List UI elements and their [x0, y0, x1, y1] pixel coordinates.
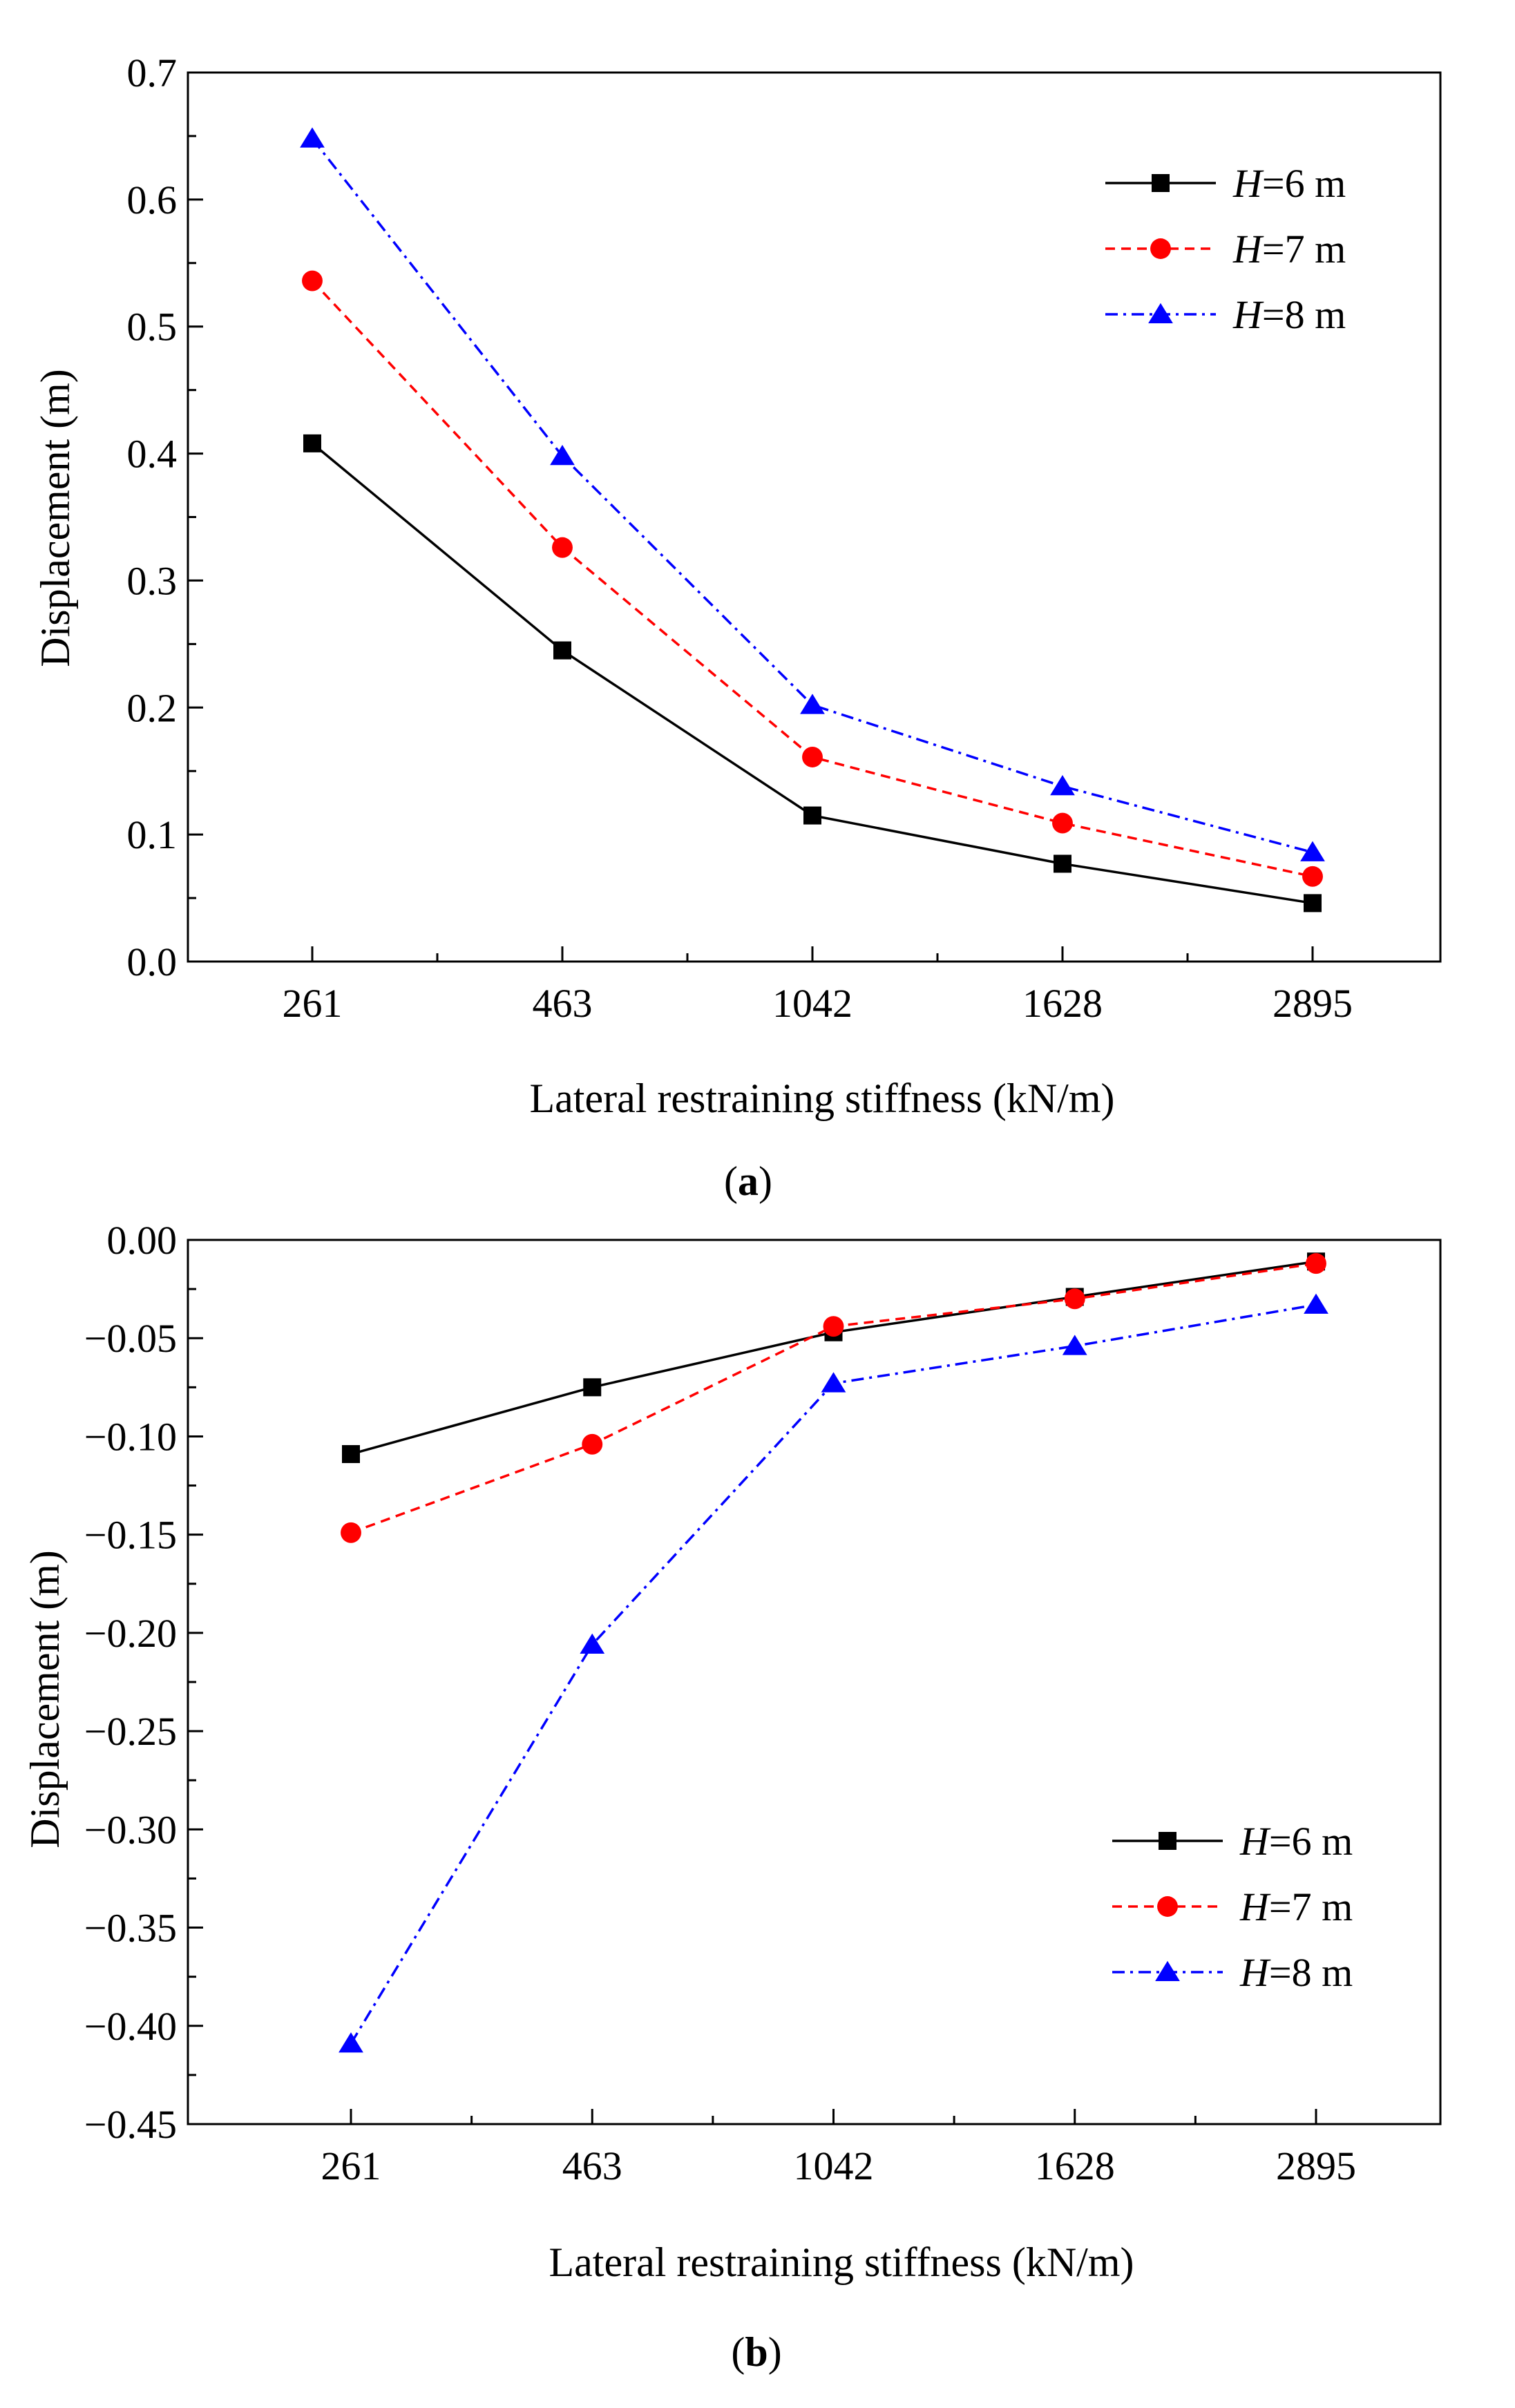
legend-label-a-2: H=7 m: [1232, 227, 1346, 271]
x-axis-label-a: Lateral restraining stiffness (kN/m): [530, 1076, 1115, 1121]
plot-layer-b: 0.00 −0.05 −0.10 −0.15 −0.20 −0.25 −0.30 −0.35 −…: [84, 1218, 1442, 2188]
data-point-b-s2: [823, 1316, 844, 1337]
legend-label-rest: =8 m: [1262, 292, 1346, 337]
data-point-b-s3: [821, 1372, 846, 1393]
series-line-b-3: [350, 1303, 1317, 2045]
legend-marker-b-2: [1157, 1896, 1178, 1917]
x-axis-label-b: Lateral restraining stiffness (kN/m): [549, 2239, 1134, 2285]
data-point-b-s2: [1306, 1253, 1326, 1274]
legend-marker-b-3: [1155, 1960, 1180, 1981]
x-tick-label-a: 1042: [772, 981, 852, 1026]
y-tick-label-a: 0.7: [127, 50, 178, 95]
x-tick-label-a: 463: [533, 981, 593, 1026]
y-tick-label-a: 0.2: [127, 685, 178, 730]
data-point-a-s1: [303, 434, 321, 452]
legend-label-rest: =6 m: [1262, 161, 1346, 206]
x-tick-label-b: 261: [321, 2143, 381, 2188]
data-point-a-s3: [1300, 841, 1325, 861]
y-axis-label-b: Displacement (m): [22, 1550, 68, 1848]
data-point-b-s3: [1304, 1293, 1328, 1314]
panel-caption-b: (b): [731, 2329, 781, 2375]
data-point-a-s3: [550, 444, 575, 466]
legend-label-b-1: H=6 m: [1239, 1819, 1353, 1864]
y-tick-label-a: 0.6: [127, 178, 178, 222]
y-tick-label-b: 0.00: [107, 1218, 178, 1263]
data-point-a-s2: [802, 747, 823, 767]
legend-label-italic: H: [1239, 1884, 1271, 1929]
data-point-b-s3: [580, 1633, 605, 1654]
legend-marker-a-2: [1150, 238, 1171, 259]
y-tick-label-b: −0.35: [84, 1906, 177, 1951]
data-point-b-s1: [342, 1445, 360, 1464]
chart-panel-b: 0.00 −0.05 −0.10 −0.15 −0.20 −0.25 −0.30 −0.35 −…: [22, 1218, 1442, 2375]
x-tick-label-a: 2895: [1273, 981, 1353, 1026]
y-tick-label-b: −0.15: [84, 1513, 177, 1558]
chart-panel-a: 0.0 0.1 0.2 0.3 0.4 0.5 0.6 0.7 261 463 1042 1628 28…: [32, 50, 1442, 1204]
y-tick-label-b: −0.05: [84, 1316, 177, 1361]
series-line-a-3: [311, 137, 1313, 854]
legend-label-rest: =6 m: [1269, 1819, 1353, 1864]
data-point-a-s3: [300, 127, 325, 148]
x-tick-label-b: 1628: [1035, 2143, 1115, 2188]
panel-letter-b: b: [745, 2329, 768, 2375]
legend-label-italic: H: [1232, 227, 1264, 271]
data-point-b-s3: [339, 2032, 363, 2053]
plot-frame-a: [187, 71, 1442, 963]
data-point-a-s1: [553, 641, 571, 660]
data-point-a-s2: [552, 537, 573, 558]
panel-letter-a: a: [738, 1158, 759, 1204]
y-tick-label-b: −0.30: [84, 1807, 177, 1852]
data-point-b-s2: [1064, 1288, 1085, 1310]
plot-layer-a: 0.0 0.1 0.2 0.3 0.4 0.5 0.6 0.7 261 463 1042 1628 28…: [127, 50, 1442, 1026]
y-tick-label-b: −0.40: [84, 2004, 177, 2049]
data-point-b-s2: [341, 1522, 361, 1543]
x-tick-label-a: 1628: [1022, 981, 1103, 1026]
legend-label-a-1: H=6 m: [1232, 161, 1346, 206]
panel-caption-a: (a): [724, 1158, 772, 1204]
x-tick-label-a: 261: [283, 981, 343, 1026]
series-line-a-2: [311, 280, 1313, 878]
data-point-b-s2: [582, 1433, 603, 1455]
data-point-a-s1: [1304, 894, 1322, 912]
legend-label-italic: H: [1239, 1819, 1271, 1864]
legend-label-b-3: H=8 m: [1239, 1950, 1353, 1995]
data-point-a-s3: [800, 694, 825, 714]
legend-marker-a-1: [1152, 174, 1170, 192]
data-point-a-s2: [1052, 812, 1073, 834]
legend-marker-b-1: [1159, 1832, 1176, 1850]
y-tick-label-b: −0.45: [84, 2102, 177, 2147]
y-tick-label-a: 0.3: [127, 558, 178, 603]
legend-label-rest: =7 m: [1262, 227, 1346, 271]
series-line-a-1: [311, 442, 1313, 905]
legend-label-a-3: H=8 m: [1232, 292, 1346, 337]
legend-label-italic: H: [1232, 292, 1264, 337]
legend-marker-a-3: [1148, 303, 1173, 323]
y-tick-label-b: −0.10: [84, 1414, 177, 1459]
y-tick-label-a: 0.0: [127, 939, 178, 984]
data-point-a-s2: [1302, 866, 1323, 887]
y-axis-label-a: Displacement (m): [32, 369, 78, 667]
legend-label-italic: H: [1232, 161, 1264, 206]
data-point-a-s2: [302, 270, 323, 292]
data-point-a-s1: [803, 806, 821, 825]
y-tick-label-b: −0.20: [84, 1611, 177, 1656]
legend-label-rest: =8 m: [1269, 1950, 1353, 1995]
legend-label-italic: H: [1239, 1950, 1271, 1995]
series-line-b-2: [350, 1262, 1317, 1534]
y-tick-label-a: 0.5: [127, 305, 178, 350]
legend-label-rest: =7 m: [1269, 1884, 1353, 1929]
data-point-a-s3: [1050, 775, 1075, 796]
y-tick-label-b: −0.25: [84, 1709, 177, 1754]
data-point-b-s1: [583, 1378, 602, 1397]
x-tick-label-b: 2895: [1276, 2143, 1356, 2188]
data-point-a-s1: [1054, 854, 1071, 873]
series-line-b-1: [350, 1260, 1317, 1455]
data-point-b-s3: [1062, 1335, 1087, 1355]
y-tick-label-a: 0.4: [127, 432, 178, 477]
y-tick-label-a: 0.1: [127, 812, 178, 857]
x-tick-label-b: 463: [562, 2143, 622, 2188]
legend-label-b-2: H=7 m: [1239, 1884, 1353, 1929]
x-tick-label-b: 1042: [794, 2143, 874, 2188]
